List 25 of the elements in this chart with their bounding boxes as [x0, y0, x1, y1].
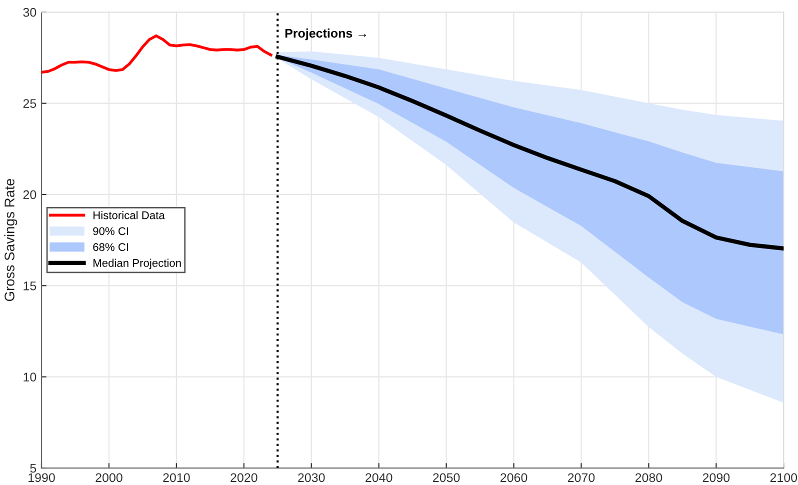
- y-tick-label: 25: [23, 99, 36, 108]
- y-axis-title: Gross Savings Rate: [4, 178, 18, 302]
- y-tick-label: 10: [24, 372, 36, 382]
- x-tick-label: 2060: [500, 473, 528, 482]
- line-series: [41, 34, 272, 74]
- x-tick-label: 2020: [230, 473, 258, 482]
- x-tick-label: 2080: [635, 473, 662, 482]
- x-tick-label: 2070: [568, 473, 595, 482]
- annotation: Projections →: [285, 28, 366, 40]
- legend-label: 68% CI: [93, 243, 128, 252]
- x-tick-label: 2100: [770, 473, 798, 482]
- x-tick-label: 2030: [298, 473, 325, 482]
- y-tick-label: 20: [23, 190, 36, 200]
- legend-label: 90% CI: [93, 227, 128, 236]
- x-tick-label: 2040: [366, 473, 392, 482]
- y-tick-label: 15: [24, 282, 36, 290]
- legend-label: Median Projection: [94, 258, 181, 270]
- x-tick-label: 2090: [702, 473, 730, 482]
- x-tick-label: 2000: [96, 473, 122, 482]
- x-tick-label: 1990: [28, 473, 55, 482]
- x-tick-label: 2050: [433, 473, 460, 482]
- y-tick-label: 30: [23, 8, 36, 17]
- legend-label: Historical Data: [94, 211, 165, 220]
- y-tick-label: 5: [30, 464, 36, 473]
- x-tick-label: 2010: [163, 473, 190, 482]
